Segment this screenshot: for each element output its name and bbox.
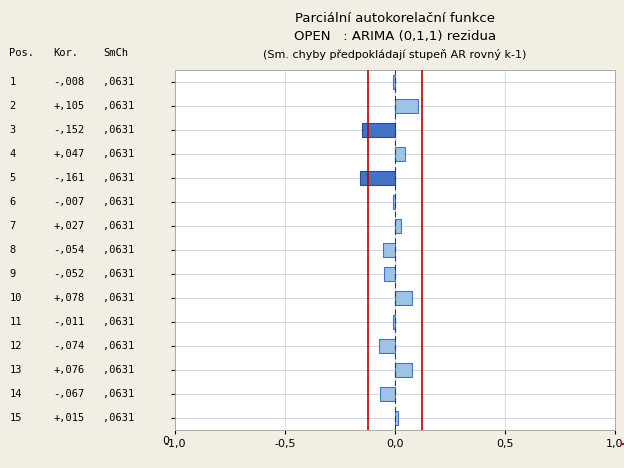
Text: ,0631: ,0631 bbox=[103, 173, 134, 183]
Text: Kor.: Kor. bbox=[53, 48, 78, 58]
Bar bbox=[393, 75, 395, 89]
Text: ,0631: ,0631 bbox=[103, 293, 134, 303]
Text: -,007: -,007 bbox=[53, 197, 84, 207]
Text: 6: 6 bbox=[9, 197, 16, 207]
Text: +,078: +,078 bbox=[53, 293, 84, 303]
Text: 9: 9 bbox=[9, 269, 16, 279]
Bar bbox=[380, 387, 395, 401]
Text: ,0631: ,0631 bbox=[103, 413, 134, 423]
Bar bbox=[395, 411, 398, 425]
Text: ,0631: ,0631 bbox=[103, 269, 134, 279]
Text: -,074: -,074 bbox=[53, 341, 84, 351]
Text: -,008: -,008 bbox=[53, 77, 84, 87]
Text: -,011: -,011 bbox=[53, 317, 84, 327]
Text: ,0631: ,0631 bbox=[103, 149, 134, 159]
Text: OPEN   : ARIMA (0,1,1) rezidua: OPEN : ARIMA (0,1,1) rezidua bbox=[294, 30, 496, 44]
Bar bbox=[361, 123, 395, 137]
Text: -,161: -,161 bbox=[53, 173, 84, 183]
Text: (Sm. chyby předpokládají stupeň AR rovný k-1): (Sm. chyby předpokládají stupeň AR rovný… bbox=[263, 49, 527, 60]
Text: SmCh: SmCh bbox=[103, 48, 128, 58]
Text: 1: 1 bbox=[9, 77, 16, 87]
Bar bbox=[395, 363, 412, 377]
Text: 0: 0 bbox=[162, 436, 168, 446]
Text: -,054: -,054 bbox=[53, 245, 84, 255]
Text: +,015: +,015 bbox=[53, 413, 84, 423]
Text: 11: 11 bbox=[9, 317, 22, 327]
Bar bbox=[392, 315, 395, 329]
Text: ,0631: ,0631 bbox=[103, 245, 134, 255]
Text: ,0631: ,0631 bbox=[103, 221, 134, 231]
Bar bbox=[359, 171, 395, 185]
Text: 3: 3 bbox=[9, 125, 16, 135]
Text: ,0631: ,0631 bbox=[103, 389, 134, 399]
Text: +,105: +,105 bbox=[53, 101, 84, 111]
Text: ,0631: ,0631 bbox=[103, 101, 134, 111]
Text: 5: 5 bbox=[9, 173, 16, 183]
Text: ,0631: ,0631 bbox=[103, 197, 134, 207]
Text: +,076: +,076 bbox=[53, 365, 84, 375]
Text: 2: 2 bbox=[9, 101, 16, 111]
Text: 15: 15 bbox=[9, 413, 22, 423]
Text: ,0631: ,0631 bbox=[103, 365, 134, 375]
Bar bbox=[395, 219, 401, 233]
Bar bbox=[394, 195, 395, 209]
Text: +,027: +,027 bbox=[53, 221, 84, 231]
Text: ,0631: ,0631 bbox=[103, 341, 134, 351]
Text: ,0631: ,0631 bbox=[103, 77, 134, 87]
Text: 10: 10 bbox=[9, 293, 22, 303]
Text: ,0631: ,0631 bbox=[103, 125, 134, 135]
Text: -,152: -,152 bbox=[53, 125, 84, 135]
Bar bbox=[395, 147, 406, 161]
Text: Parciální autokorelační funkce: Parciální autokorelační funkce bbox=[295, 12, 495, 25]
Bar bbox=[384, 267, 395, 281]
Bar bbox=[395, 99, 418, 113]
Text: -,052: -,052 bbox=[53, 269, 84, 279]
Bar bbox=[383, 243, 395, 257]
Text: 7: 7 bbox=[9, 221, 16, 231]
Text: 13: 13 bbox=[9, 365, 22, 375]
Bar bbox=[395, 291, 412, 305]
Text: 14: 14 bbox=[9, 389, 22, 399]
Text: -,067: -,067 bbox=[53, 389, 84, 399]
Text: 12: 12 bbox=[9, 341, 22, 351]
Bar bbox=[379, 339, 395, 353]
Text: 4: 4 bbox=[9, 149, 16, 159]
Text: 8: 8 bbox=[9, 245, 16, 255]
Text: +,047: +,047 bbox=[53, 149, 84, 159]
Text: Pos.: Pos. bbox=[9, 48, 34, 58]
Text: ,0631: ,0631 bbox=[103, 317, 134, 327]
